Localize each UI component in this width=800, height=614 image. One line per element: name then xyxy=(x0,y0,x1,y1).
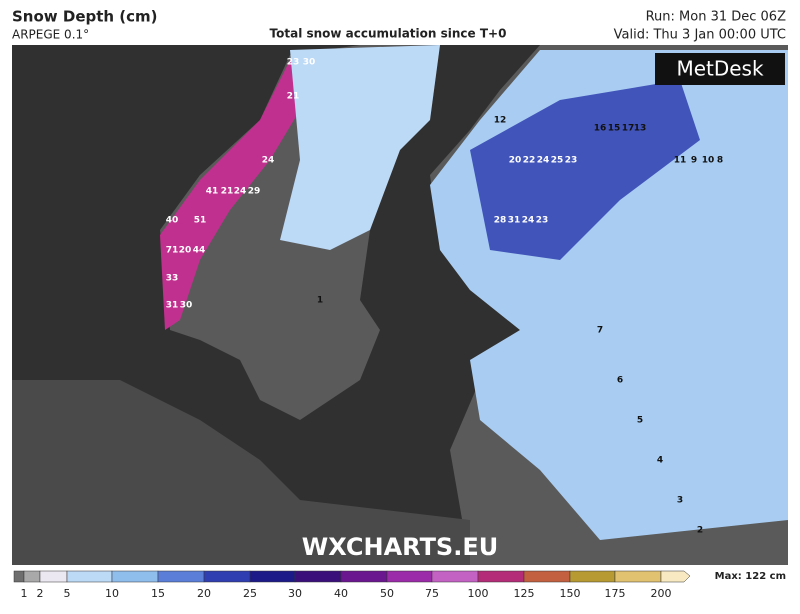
colorbar-segment xyxy=(23,570,41,583)
map-value: 71 xyxy=(166,246,179,256)
logo: MetDesk xyxy=(676,57,764,81)
map-value: 20 xyxy=(509,156,522,166)
map-value: 21 xyxy=(221,187,234,197)
map-value: 13 xyxy=(634,124,647,134)
map-value: 4 xyxy=(657,456,663,466)
map-value: 5 xyxy=(637,416,643,426)
norway-snow xyxy=(160,60,320,330)
map-value: 25 xyxy=(551,156,564,166)
colorbar-segment xyxy=(431,570,479,583)
map-value: 21 xyxy=(287,92,300,102)
colorbar-segment xyxy=(523,570,571,583)
watermark: WXCHARTS.EU xyxy=(302,533,498,561)
map: MetDesk WXCHARTS.EU xyxy=(12,45,788,565)
colorbar-segment xyxy=(569,570,616,583)
map-value: 40 xyxy=(166,216,179,226)
max-label: Max: 122 cm xyxy=(715,571,786,582)
map-value: 9 xyxy=(691,156,697,166)
map-value: 23 xyxy=(536,216,549,226)
map-value: 22 xyxy=(523,156,536,166)
colorbar-segment xyxy=(249,570,296,583)
colorbar-segment xyxy=(13,570,25,583)
map-value: 31 xyxy=(508,216,521,226)
subtitle: Total snow accumulation since T+0 xyxy=(270,27,507,41)
map-value: 30 xyxy=(180,301,193,311)
colorbar-label: 125 xyxy=(514,587,535,600)
map-value: 23 xyxy=(565,156,578,166)
map-value: 24 xyxy=(522,216,535,226)
map-value: 24 xyxy=(234,187,247,197)
map-value: 3 xyxy=(677,496,683,506)
map-value: 6 xyxy=(617,376,623,386)
map-value: 10 xyxy=(702,156,715,166)
map-value: 2 xyxy=(697,526,703,536)
valid: Valid: Thu 3 Jan 00:00 UTC xyxy=(614,28,786,43)
colorbar-label: 200 xyxy=(651,587,672,600)
colorbar-segment xyxy=(157,570,205,583)
colorbar-label: 50 xyxy=(380,587,394,600)
map-value: 24 xyxy=(262,156,275,166)
colorbar-segment xyxy=(614,570,662,583)
colorbar-label: 150 xyxy=(560,587,581,600)
model: ARPEGE 0.1° xyxy=(12,28,89,42)
map-value: 16 xyxy=(594,124,607,134)
colorbar-label: 20 xyxy=(197,587,211,600)
map-value: 15 xyxy=(608,124,621,134)
colorbar-label: 40 xyxy=(334,587,348,600)
south-land xyxy=(12,380,470,565)
map-value: 17 xyxy=(622,124,635,134)
map-value: 44 xyxy=(193,246,206,256)
map-value: 28 xyxy=(494,216,507,226)
colorbar-segment xyxy=(477,570,525,583)
colorbar-segment xyxy=(294,570,342,583)
colorbar-label: 25 xyxy=(243,587,257,600)
map-value: 1 xyxy=(317,296,323,306)
map-value: 24 xyxy=(537,156,550,166)
colorbar-label: 5 xyxy=(64,587,71,600)
run: Run: Mon 31 Dec 06Z xyxy=(646,10,786,25)
colorbar-label: 175 xyxy=(605,587,626,600)
colorbar-arrow xyxy=(660,570,691,583)
colorbar-label: 100 xyxy=(468,587,489,600)
map-value: 7 xyxy=(597,326,603,336)
colorbar-segment xyxy=(66,570,113,583)
map-value: 23 xyxy=(287,58,300,68)
map-value: 11 xyxy=(674,156,687,166)
map-value: 51 xyxy=(194,216,207,226)
heavy-snow xyxy=(470,80,700,260)
map-value: 29 xyxy=(248,187,261,197)
map-value: 33 xyxy=(166,274,179,284)
colorbar-segment xyxy=(111,570,159,583)
colorbar-label: 10 xyxy=(105,587,119,600)
north-snow xyxy=(280,45,440,250)
colorbar-label: 2 xyxy=(37,587,44,600)
title: Snow Depth (cm) xyxy=(12,8,158,26)
map-value: 41 xyxy=(206,187,219,197)
logo-box xyxy=(655,53,785,85)
colorbar-label: 15 xyxy=(151,587,165,600)
colorbar-segment xyxy=(340,570,388,583)
colorbar-label: 1 xyxy=(21,587,28,600)
map-value: 8 xyxy=(717,156,723,166)
map-value: 31 xyxy=(166,301,179,311)
colorbar-label: 75 xyxy=(425,587,439,600)
colorbar-segment xyxy=(386,570,433,583)
map-value: 20 xyxy=(179,246,192,256)
colorbar-segment xyxy=(39,570,68,583)
colorbar-segment xyxy=(203,570,251,583)
map-value: 12 xyxy=(494,116,507,126)
colorbar-label: 30 xyxy=(288,587,302,600)
map-value: 30 xyxy=(303,58,316,68)
